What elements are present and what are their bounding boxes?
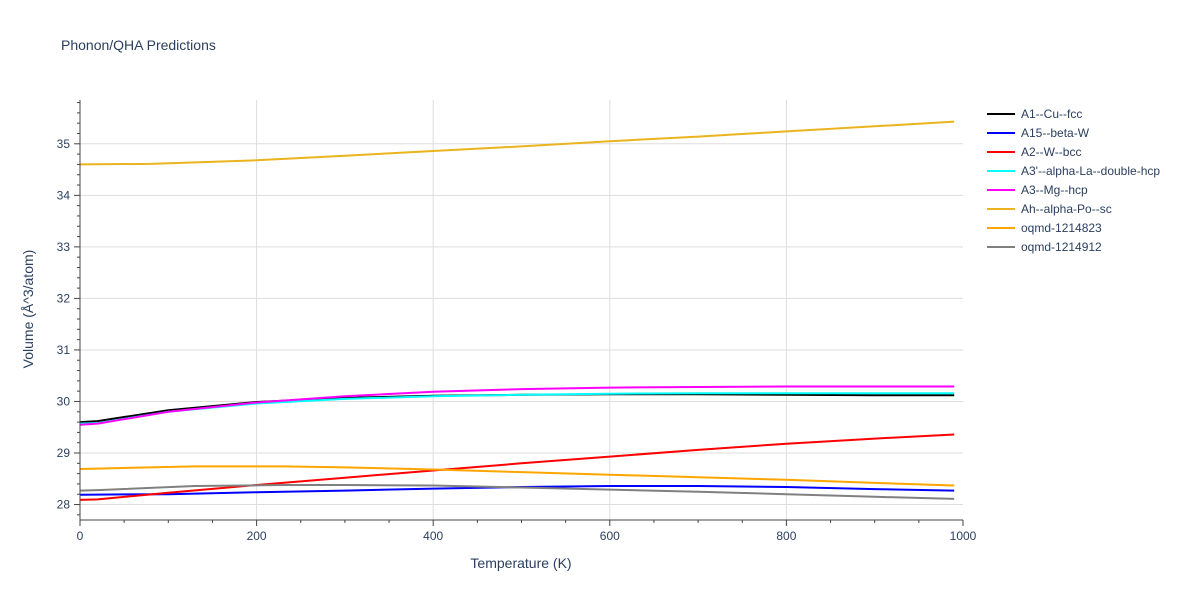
y-tick-label: 29 (57, 446, 71, 460)
legend-item-label[interactable]: A15--beta-W (1021, 126, 1090, 140)
series-line[interactable] (79, 465, 955, 487)
series-line[interactable] (79, 120, 955, 166)
plot-area (79, 120, 955, 501)
y-tick-label: 30 (57, 394, 71, 408)
legend-item-label[interactable]: A2--W--bcc (1021, 145, 1081, 159)
series-line[interactable] (79, 433, 955, 501)
x-tick-label: 0 (77, 529, 84, 543)
y-tick-label: 34 (57, 188, 71, 202)
series-line[interactable] (79, 392, 955, 425)
legend-item-label[interactable]: oqmd-1214823 (1021, 221, 1102, 235)
y-tick-label: 32 (57, 291, 71, 305)
legend-item-label[interactable]: A1--Cu--fcc (1021, 107, 1082, 121)
chart-title: Phonon/QHA Predictions (61, 37, 216, 53)
y-tick-label: 31 (57, 343, 71, 357)
legend-item-label[interactable]: Ah--alpha-Po--sc (1021, 202, 1112, 216)
axes: 0 200 400 600 800 1000 28 29 30 31 32 33 34 35 (57, 100, 977, 543)
legend-item-label[interactable]: A3--Mg--hcp (1021, 183, 1088, 197)
y-tick-label: 28 (57, 498, 71, 512)
legend-item-label[interactable]: oqmd-1214912 (1021, 240, 1102, 254)
x-tick-label: 400 (423, 529, 443, 543)
y-tick-label: 33 (57, 240, 71, 254)
series-line[interactable] (79, 385, 955, 426)
series-line[interactable] (79, 484, 955, 500)
x-tick-label: 800 (776, 529, 796, 543)
legend-item-label[interactable]: A3'--alpha-La--double-hcp (1021, 164, 1160, 178)
legend[interactable]: A1--Cu--fcc A15--beta-W A2--W--bcc A3'--alp… (987, 107, 1160, 254)
x-axis-title: Temperature (K) (470, 555, 571, 571)
x-tick-label: 600 (600, 529, 620, 543)
x-tick-label: 200 (247, 529, 267, 543)
y-axis-title: Volume (Å^3/atom) (20, 250, 36, 369)
x-tick-label: 1000 (950, 529, 977, 543)
grid (80, 100, 963, 520)
y-tick-label: 35 (57, 137, 71, 151)
